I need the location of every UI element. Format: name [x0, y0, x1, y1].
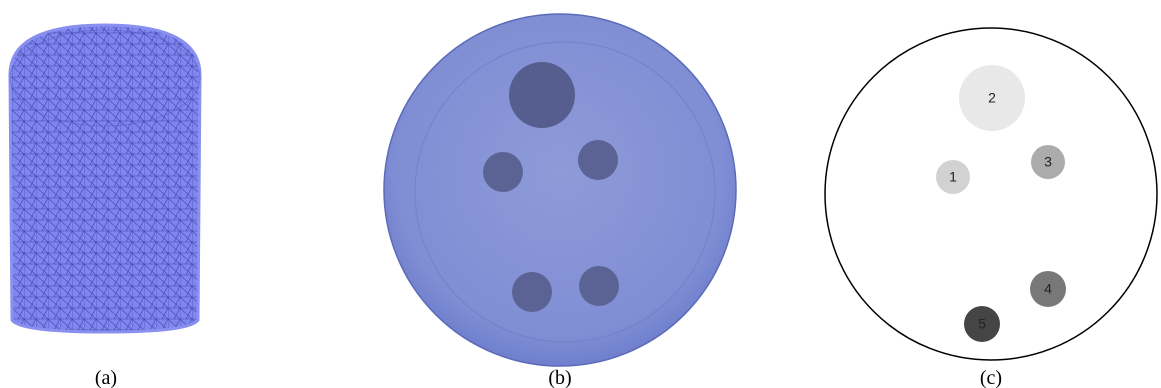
figure: (a) (b) 1 2 3 4 5 (c)	[0, 0, 1161, 388]
region-label: 1	[949, 169, 957, 185]
region-label: 4	[1044, 281, 1052, 297]
insert	[579, 266, 619, 306]
region-label: 5	[978, 316, 986, 332]
caption: (b)	[548, 367, 571, 388]
insert	[483, 152, 523, 192]
phantom-disk	[384, 14, 736, 366]
region-label: 3	[1044, 154, 1052, 170]
insert	[578, 140, 618, 180]
panel-b: (b)	[384, 14, 736, 388]
insert	[509, 62, 575, 128]
caption: (a)	[95, 367, 117, 388]
region-label: 2	[988, 90, 996, 106]
caption: (c)	[980, 367, 1002, 388]
panel-a: (a)	[10, 25, 200, 388]
insert	[512, 272, 552, 312]
panel-c: 1 2 3 4 5 (c)	[825, 28, 1157, 388]
cylinder-mesh	[10, 25, 200, 332]
